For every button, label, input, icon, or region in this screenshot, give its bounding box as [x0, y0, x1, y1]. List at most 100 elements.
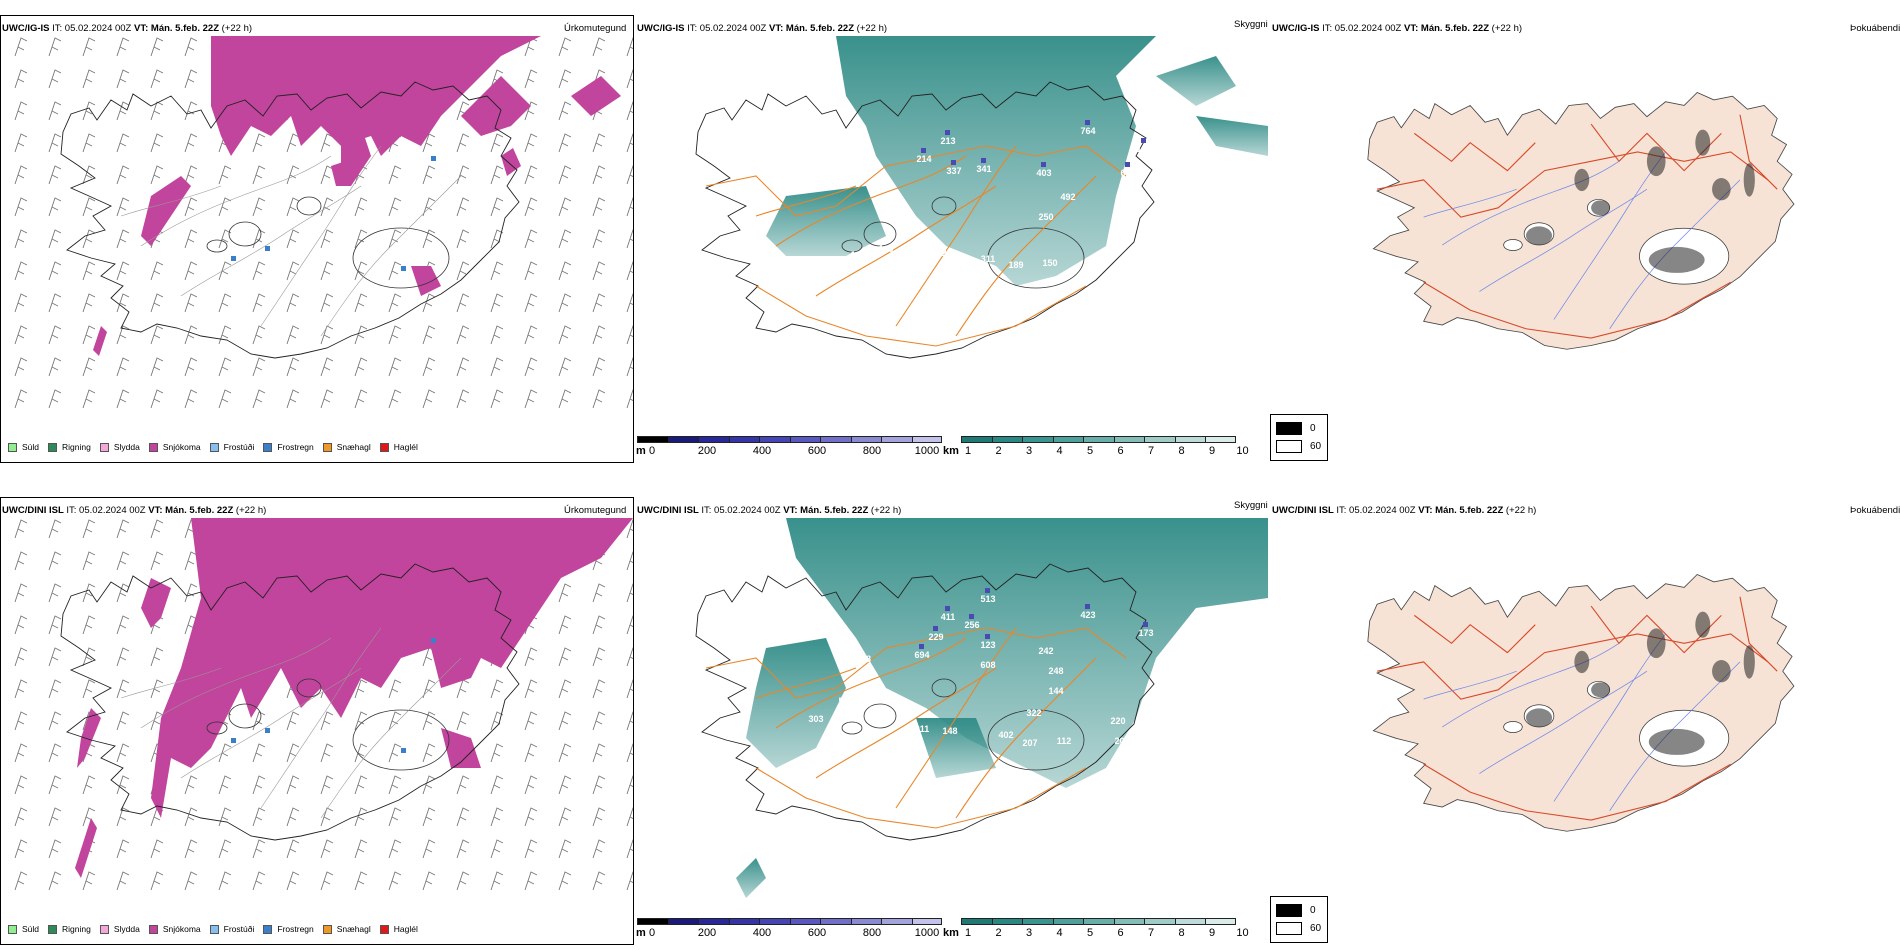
- wind-barb: [456, 261, 470, 281]
- colorbar-segment: [881, 918, 912, 925]
- wind-barb: [184, 871, 198, 891]
- colorbar-segment: [1113, 918, 1144, 925]
- valid-time: Mán. 5.feb. 22Z: [800, 505, 869, 516]
- wind-barb: [524, 197, 538, 217]
- visibility-value-label: 608: [980, 660, 995, 670]
- wind-barb: [150, 839, 164, 859]
- wind-barb: [558, 711, 572, 731]
- wind-barb: [320, 325, 334, 345]
- snowfall-areas: [93, 36, 621, 356]
- fog-area: [1712, 660, 1731, 683]
- wind-barb: [490, 357, 504, 377]
- wind-barb: [218, 261, 232, 281]
- visibility-km-colorbar: [961, 436, 1236, 443]
- wind-barb: [184, 839, 198, 859]
- wind-barb: [116, 261, 130, 281]
- wind-barb: [456, 871, 470, 891]
- wind-barb: [456, 807, 470, 827]
- wind-barb: [626, 325, 633, 345]
- relief-line: [1377, 151, 1769, 218]
- colorbar-tick-label: 4: [1056, 927, 1063, 939]
- wind-barb: [48, 551, 62, 571]
- panel-header: UWC/IG-IS IT: 05.02.2024 00Z VT: Mán. 5.…: [637, 23, 887, 34]
- wind-barb: [184, 229, 198, 249]
- wind-barb: [252, 261, 266, 281]
- wind-barb: [252, 197, 266, 217]
- wind-barb: [48, 775, 62, 795]
- wind-barb: [184, 325, 198, 345]
- visibility-m-colorbar: [637, 436, 942, 443]
- river-network: [1423, 151, 1741, 329]
- wind-barb: [82, 615, 96, 635]
- wind-barb: [354, 807, 368, 827]
- wind-barb: [184, 197, 198, 217]
- wind-barb: [252, 229, 266, 249]
- wind-barb: [116, 519, 130, 539]
- low-visibility-area: [1156, 56, 1236, 106]
- wind-barb: [286, 325, 300, 345]
- iceland-coastline: [1367, 91, 1795, 350]
- m-unit: m: [636, 927, 646, 939]
- wind-barb: [218, 357, 232, 377]
- wind-barb: [184, 293, 198, 313]
- wind-barb: [218, 775, 232, 795]
- legend-item: Haglél: [379, 924, 418, 934]
- iceland-group: [695, 563, 1155, 841]
- fog-legend-swatch: [1276, 421, 1302, 435]
- model-name: UWC/IG-IS: [2, 23, 50, 34]
- road-line: [815, 667, 997, 779]
- road-line: [140, 155, 332, 247]
- colorbar-segment: [881, 436, 912, 443]
- wind-barb: [14, 519, 28, 539]
- wind-barb: [14, 615, 28, 635]
- colorbar-segment: [759, 918, 790, 925]
- visibility-value-label: 250: [1038, 212, 1053, 222]
- panel-title: Þokuábendi: [1850, 23, 1900, 34]
- legend-label: Súld: [22, 442, 40, 452]
- wind-barb: [626, 133, 633, 153]
- wind-barb: [490, 197, 504, 217]
- legend-item: Rigning: [48, 924, 91, 934]
- very-low-visibility-speck: [951, 160, 956, 165]
- legend-item: Súld: [8, 442, 39, 452]
- panel-title: Þokuábendi: [1850, 505, 1900, 516]
- glacier-outline: [863, 703, 897, 729]
- colorbar-segment: [789, 918, 820, 925]
- freezing-rain-speck: [265, 728, 270, 733]
- wind-barb: [388, 325, 402, 345]
- wind-barb: [320, 871, 334, 891]
- freezing-rain-speck: [231, 738, 236, 743]
- wind-barb: [558, 647, 572, 667]
- colorbar-segment: [1022, 436, 1053, 443]
- wind-barb: [116, 615, 130, 635]
- wind-barb: [14, 807, 28, 827]
- legend-label: Slydda: [113, 924, 140, 934]
- wind-barb: [558, 583, 572, 603]
- wind-barb: [320, 133, 334, 153]
- relief-lines: [1377, 114, 1778, 339]
- wind-barb: [150, 69, 164, 89]
- wind-barb: [422, 325, 436, 345]
- iceland-coastline: [695, 81, 1155, 359]
- visibility-value-label: 112: [1057, 736, 1072, 746]
- wind-barb: [14, 775, 28, 795]
- legend-swatch: [48, 924, 58, 934]
- wind-barb: [116, 325, 130, 345]
- wind-barb: [558, 389, 572, 409]
- wind-barb: [354, 711, 368, 731]
- wind-barb: [116, 551, 130, 571]
- visibility-value-label: 209: [1114, 736, 1129, 746]
- wind-barb: [524, 839, 538, 859]
- wind-barb: [82, 519, 96, 539]
- wind-barb: [388, 775, 402, 795]
- snowfall-area: [501, 148, 521, 176]
- wind-barb: [422, 357, 436, 377]
- iceland-coastline: [695, 563, 1155, 841]
- wind-barb: [626, 69, 633, 89]
- wind-barb: [592, 839, 606, 859]
- legend-label: Haglél: [393, 924, 418, 934]
- colorbar-tick-label: 2: [995, 445, 1002, 457]
- wind-barb: [626, 519, 633, 539]
- visibility-value-label: 123: [980, 640, 995, 650]
- wind-barb: [592, 679, 606, 699]
